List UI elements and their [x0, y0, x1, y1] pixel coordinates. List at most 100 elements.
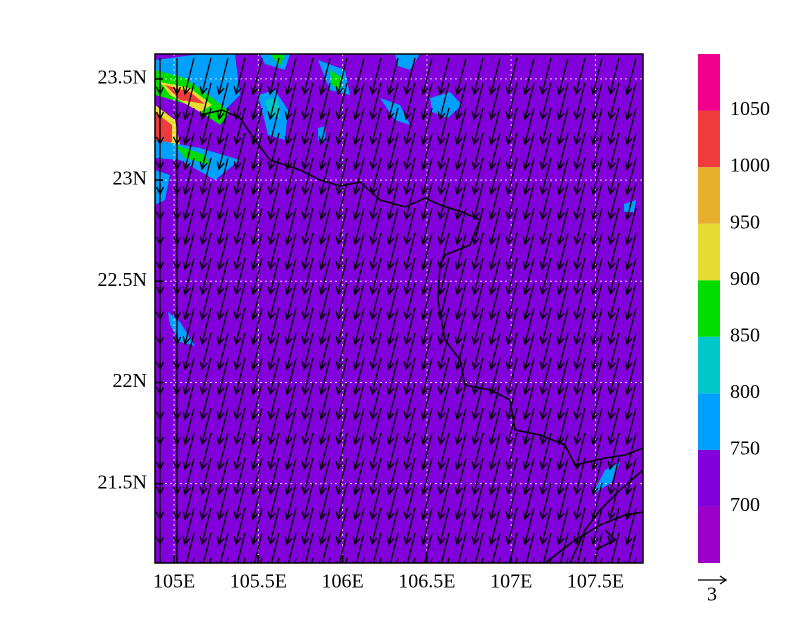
wind-arrow: [233, 432, 246, 471]
wind-arrow: [216, 432, 229, 471]
wind-arrow: [624, 532, 637, 563]
wind-arrow: [250, 157, 263, 196]
wind-arrow: [352, 482, 365, 521]
wind-arrow: [233, 382, 246, 421]
wind-arrow: [505, 332, 518, 371]
wind-arrow: [488, 307, 501, 346]
wind-arrow: [403, 407, 416, 446]
reference-vector: 3: [698, 575, 728, 606]
wind-arrow: [607, 507, 620, 546]
wind-arrow: [318, 57, 331, 96]
wind-arrow: [301, 332, 314, 371]
wind-arrow: [369, 257, 382, 296]
wind-arrow: [522, 207, 535, 246]
wind-arrow: [590, 507, 603, 546]
wind-arrow: [590, 307, 603, 346]
wind-arrow: [267, 182, 280, 221]
wind-arrow: [437, 432, 450, 471]
wind-arrow: [437, 232, 450, 271]
wind-arrow: [199, 307, 212, 346]
wind-arrow: [590, 232, 603, 271]
colorbar-label: 800: [730, 381, 760, 403]
wind-arrow: [403, 132, 416, 171]
colorbar-bin: [698, 223, 720, 281]
wind-arrow: [590, 532, 603, 563]
wind-arrow: [335, 207, 348, 246]
wind-arrow: [590, 457, 603, 496]
wind-arrow: [454, 257, 467, 296]
colorbar-bin: [698, 167, 720, 224]
wind-arrow: [318, 282, 331, 321]
wind-arrow: [369, 207, 382, 246]
wind-arrow: [403, 382, 416, 421]
wind-arrow: [233, 407, 246, 446]
wind-arrow: [182, 182, 195, 221]
wind-arrow: [386, 182, 399, 221]
wind-arrow: [454, 307, 467, 346]
wind-arrow: [318, 207, 331, 246]
wind-arrow: [233, 332, 246, 371]
wind-arrow: [318, 457, 331, 496]
wind-arrow: [471, 57, 484, 96]
wind-arrow: [420, 332, 433, 371]
wind-arrow: [267, 82, 280, 121]
wind-arrow: [437, 257, 450, 296]
wind-arrow: [556, 532, 569, 563]
wind-arrow: [624, 57, 637, 96]
wind-arrow: [539, 532, 552, 563]
axes: 105E 105.5E 106E 106.5E 107E 107.5E 23.5N 23N 22…: [98, 66, 625, 592]
wind-arrow: [420, 57, 433, 96]
wind-arrow: [386, 132, 399, 171]
wind-arrow: [386, 157, 399, 196]
wind-arrow: [182, 382, 195, 421]
wind-arrow: [233, 457, 246, 496]
wind-arrow: [522, 432, 535, 471]
wind-arrow: [505, 257, 518, 296]
wind-arrow: [573, 532, 586, 563]
wind-arrow: [590, 57, 603, 96]
wind-arrow: [182, 507, 195, 546]
wind-arrow: [454, 132, 467, 171]
colorbar-bin: [698, 449, 720, 507]
wind-arrow: [573, 457, 586, 496]
wind-arrow: [352, 382, 365, 421]
wind-arrow: [505, 207, 518, 246]
wind-arrow: [216, 382, 229, 421]
wind-arrow: [471, 382, 484, 421]
wind-arrow: [284, 532, 297, 563]
wind-arrow: [607, 407, 620, 446]
wind-arrow: [590, 132, 603, 171]
wind-arrow: [607, 457, 620, 496]
wind-arrow: [386, 332, 399, 371]
wind-arrow: [471, 207, 484, 246]
wind-arrow: [318, 82, 331, 121]
wind-arrow: [403, 257, 416, 296]
wind-arrow: [335, 532, 348, 563]
wind-arrow: [624, 82, 637, 121]
wind-arrow: [505, 182, 518, 221]
wind-arrow: [267, 207, 280, 246]
y-tick-label: 22N: [113, 370, 147, 392]
wind-arrow: [352, 207, 365, 246]
wind-arrow: [573, 132, 586, 171]
wind-arrow: [386, 407, 399, 446]
wind-arrow: [590, 207, 603, 246]
wind-arrow: [199, 357, 212, 396]
wind-arrow: [267, 507, 280, 546]
wind-arrow: [539, 482, 552, 521]
wind-arrow: [335, 307, 348, 346]
wind-arrow: [182, 307, 195, 346]
wind-arrow: [488, 107, 501, 146]
wind-arrow: [573, 57, 586, 96]
wind-arrow: [539, 132, 552, 171]
wind-arrow: [590, 357, 603, 396]
wind-arrow: [437, 357, 450, 396]
wind-arrow: [267, 232, 280, 271]
wind-arrow: [352, 282, 365, 321]
wind-arrow: [369, 457, 382, 496]
wind-arrow: [284, 207, 297, 246]
wind-arrow: [301, 432, 314, 471]
wind-arrow: [233, 132, 246, 171]
wind-arrow: [607, 82, 620, 121]
